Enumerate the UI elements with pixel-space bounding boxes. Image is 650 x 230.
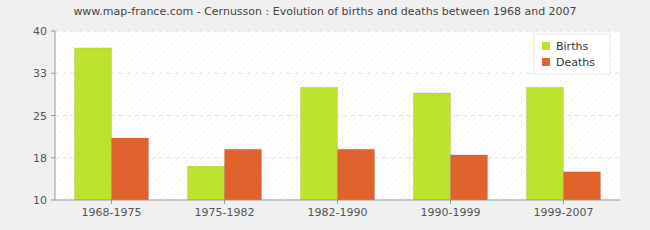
tick-label: 10 [33, 194, 47, 207]
plot-area [55, 31, 620, 200]
legend: Births Deaths [534, 34, 610, 74]
category-label: 1982-1990 [308, 206, 368, 219]
tick-mark [51, 115, 55, 116]
bar [225, 149, 262, 200]
chart-container: www.map-france.com - Cernusson : Evoluti… [0, 0, 650, 230]
chart: www.map-france.com - Cernusson : Evoluti… [0, 0, 650, 230]
title: www.map-france.com - Cernusson : Evoluti… [73, 5, 576, 18]
category-label: 1968-1975 [82, 206, 142, 219]
bar [564, 172, 601, 200]
legend-swatch [542, 42, 550, 50]
category-label: 1999-2007 [534, 206, 594, 219]
legend-label: Births [556, 40, 588, 53]
x-tick [563, 200, 564, 204]
grid-line [55, 200, 620, 201]
bar [112, 138, 149, 200]
bar [75, 48, 112, 200]
bar [451, 155, 488, 200]
bar [188, 166, 225, 200]
tick-mark [51, 73, 55, 74]
x-tick [111, 200, 112, 204]
bar [527, 87, 564, 200]
legend-label: Deaths [556, 56, 595, 69]
bar [338, 149, 375, 200]
tick-mark [51, 200, 55, 201]
tick-label: 25 [33, 110, 47, 123]
background [0, 0, 650, 230]
x-tick [450, 200, 451, 204]
category-label: 1990-1999 [421, 206, 481, 219]
tick-mark [51, 157, 55, 158]
tick-label: 33 [33, 67, 47, 80]
tick-label: 40 [33, 25, 47, 38]
x-axis [55, 200, 620, 201]
grid-line [55, 31, 620, 32]
x-tick [224, 200, 225, 204]
bars [75, 48, 601, 200]
bar [301, 87, 338, 200]
legend-box [534, 34, 610, 74]
category-label: 1975-1982 [195, 206, 255, 219]
tick-mark [51, 31, 55, 32]
bar [414, 93, 451, 200]
tick-label: 18 [33, 152, 47, 165]
x-tick [337, 200, 338, 204]
y-axis [55, 31, 56, 200]
legend-swatch [542, 58, 550, 66]
